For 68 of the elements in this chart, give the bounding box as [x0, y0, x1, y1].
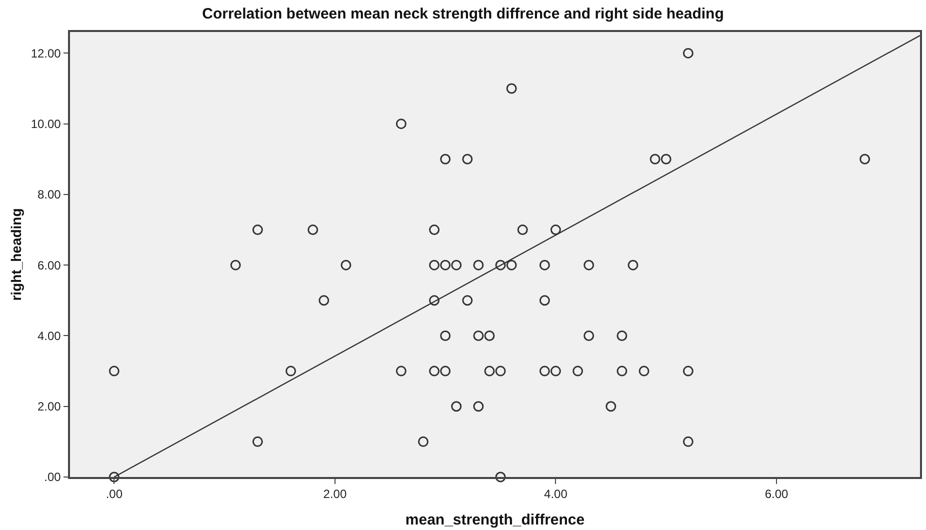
chart-title: Correlation between mean neck strength diffrence and right side heading — [202, 5, 724, 22]
y-tick-label: 10.00 — [30, 117, 62, 132]
point — [462, 154, 473, 164]
point — [495, 366, 506, 376]
point — [616, 330, 628, 341]
point — [473, 401, 484, 412]
point — [682, 436, 694, 447]
point — [252, 224, 263, 236]
point — [682, 366, 694, 376]
point — [462, 295, 473, 306]
point — [584, 260, 594, 270]
point — [396, 118, 406, 130]
point — [108, 366, 120, 376]
y-tick-label: 12.00 — [30, 46, 62, 60]
point — [860, 154, 870, 164]
point — [396, 366, 406, 376]
point — [495, 472, 506, 482]
point — [550, 366, 561, 376]
point — [584, 330, 594, 341]
point — [318, 295, 330, 306]
point — [451, 401, 462, 412]
point — [451, 260, 462, 270]
x-tick-label: 6.00 — [764, 487, 788, 502]
point — [108, 472, 120, 482]
point — [484, 330, 495, 341]
point — [418, 436, 428, 447]
y-tick-label: .00 — [44, 470, 62, 484]
x-axis-title: mean_strength_diffrence — [405, 512, 585, 529]
point — [606, 401, 616, 412]
point — [440, 154, 451, 164]
y-tick-label: 6.00 — [37, 258, 62, 272]
point — [495, 260, 506, 270]
point — [572, 366, 584, 376]
point — [650, 154, 660, 164]
point — [484, 366, 495, 376]
y-tick-label: 2.00 — [37, 400, 62, 414]
point — [638, 366, 650, 376]
point — [517, 224, 528, 236]
y-tick-label: 8.00 — [37, 188, 62, 202]
point — [429, 366, 440, 376]
point — [230, 260, 241, 270]
point — [286, 366, 296, 376]
point — [440, 366, 451, 376]
point — [473, 260, 484, 270]
x-tick-label: 2.00 — [323, 487, 347, 502]
point — [308, 224, 318, 236]
y-axis-title: right_heading — [8, 208, 24, 301]
point — [539, 295, 550, 306]
point — [252, 436, 263, 447]
y-tick-label: 4.00 — [37, 328, 62, 343]
point — [660, 154, 672, 164]
point — [440, 330, 451, 341]
point — [429, 295, 440, 306]
x-tick-label: 4.00 — [544, 487, 568, 502]
point — [473, 330, 484, 341]
point — [340, 260, 352, 270]
point — [429, 224, 440, 236]
x-tick-label: .00 — [106, 487, 123, 502]
point — [539, 260, 550, 270]
point — [440, 260, 451, 270]
point — [628, 260, 638, 270]
point — [550, 224, 561, 236]
point — [539, 366, 550, 376]
point — [506, 260, 517, 270]
point — [616, 366, 628, 376]
point — [506, 83, 517, 94]
point — [429, 260, 440, 270]
point — [682, 48, 694, 58]
